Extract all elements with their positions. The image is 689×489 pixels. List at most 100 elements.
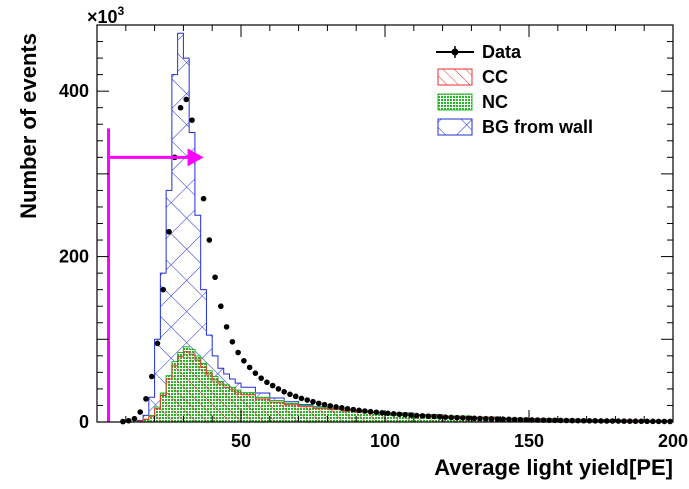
data-point <box>598 418 604 424</box>
data-point <box>125 417 132 424</box>
data-point <box>304 397 311 403</box>
data-point <box>218 303 224 310</box>
data-point <box>477 415 483 422</box>
data-point <box>350 406 357 413</box>
data-point <box>148 373 155 380</box>
data-point <box>425 413 432 420</box>
legend: Data CC NC BG from wall <box>436 42 593 137</box>
data-point <box>644 418 650 425</box>
data-point <box>402 411 408 418</box>
data-point <box>413 412 420 419</box>
data-point <box>269 382 276 389</box>
threshold-arrow-head <box>187 148 204 167</box>
data-point <box>511 416 518 423</box>
data-point <box>655 418 662 425</box>
data-point <box>235 349 241 356</box>
data-point <box>494 416 501 422</box>
data-point <box>154 340 161 347</box>
data-point <box>442 414 449 420</box>
x-axis-title: Average light yield[PE] <box>434 455 673 480</box>
data-point <box>506 416 512 423</box>
data-point <box>246 364 253 371</box>
data-point <box>183 96 190 103</box>
data-point <box>137 409 143 415</box>
data-point <box>609 418 616 424</box>
data-point <box>131 415 138 422</box>
data-point <box>356 407 362 414</box>
data-point <box>465 415 472 421</box>
legend-label: BG from wall <box>482 117 593 137</box>
data-point <box>143 396 149 402</box>
data-point <box>264 379 270 386</box>
y-axis-title: Number of events <box>16 33 41 219</box>
data-point <box>483 415 489 422</box>
data-point <box>298 395 305 402</box>
data-point <box>632 418 639 425</box>
legend-label: CC <box>482 67 508 87</box>
data-point <box>275 386 282 392</box>
data-point <box>523 417 529 423</box>
data-point <box>390 411 397 417</box>
data-point <box>500 416 506 422</box>
data-point <box>454 414 460 421</box>
x-tick-label: 50 <box>231 431 251 451</box>
y-axis-multiplier: ×103 <box>87 4 125 27</box>
data-point <box>408 412 414 418</box>
data-point <box>177 104 184 111</box>
data-point <box>281 389 288 395</box>
data-point <box>333 404 339 410</box>
y-multiplier-exponent: 3 <box>118 4 125 18</box>
data-point <box>603 418 610 424</box>
y-tick-label: 0 <box>79 412 89 432</box>
data-point <box>310 398 316 405</box>
data-point <box>379 410 385 416</box>
legend-label: Data <box>482 42 522 62</box>
data-point <box>160 286 167 293</box>
y-tick-label: 200 <box>59 247 89 267</box>
data-point <box>166 228 172 235</box>
data-point <box>292 393 299 400</box>
data-point <box>321 401 328 408</box>
data-point <box>448 414 455 421</box>
legend-label: NC <box>482 92 508 112</box>
data-point <box>212 274 218 281</box>
data-point <box>344 405 351 412</box>
data-point <box>586 418 593 424</box>
data-point <box>638 418 645 425</box>
legend-swatch <box>437 118 473 136</box>
data-point <box>592 418 599 424</box>
data-point <box>396 411 403 418</box>
histogram-bg-from-wall <box>125 32 674 423</box>
data-point <box>488 416 495 422</box>
data-point <box>327 403 334 409</box>
data-point <box>229 338 236 345</box>
x-tick-label: 200 <box>658 431 688 451</box>
data-point <box>252 370 259 377</box>
data-point <box>373 409 380 416</box>
data-point <box>287 391 293 398</box>
data-point <box>206 237 213 243</box>
y-multiplier-base: ×10 <box>87 7 118 27</box>
y-tick-label: 400 <box>59 81 89 101</box>
data-point <box>367 408 374 415</box>
data-point <box>650 418 656 425</box>
data-point <box>223 324 230 330</box>
data-point <box>459 415 466 421</box>
data-point <box>258 375 264 381</box>
legend-swatch <box>437 93 473 111</box>
data-point <box>362 408 368 414</box>
data-point <box>431 413 437 420</box>
data-point <box>189 117 195 123</box>
data-point <box>339 405 345 411</box>
data-point <box>419 413 426 419</box>
x-tick-label: 100 <box>370 431 400 451</box>
data-point <box>621 418 627 424</box>
data-point <box>575 417 581 424</box>
data-point <box>615 418 622 424</box>
data-point <box>529 417 535 423</box>
data-point <box>200 195 207 202</box>
data-point <box>580 417 587 424</box>
legend-data-marker <box>451 48 459 56</box>
x-tick-label: 150 <box>514 431 544 451</box>
